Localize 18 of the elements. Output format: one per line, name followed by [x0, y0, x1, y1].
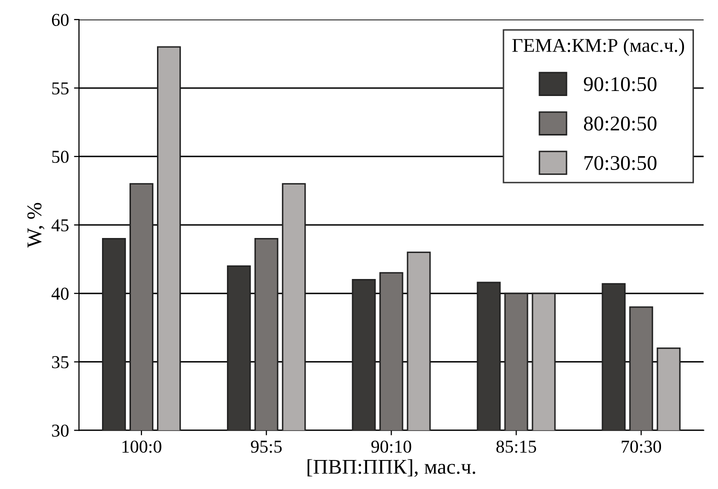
y-tick-label: 60 — [52, 14, 69, 26]
y-axis-title: W, % — [27, 202, 44, 248]
x-tick-label: 100:0 — [122, 440, 162, 453]
x-tick-label: 85:15 — [496, 440, 536, 453]
x-tick-label: 90:10 — [371, 440, 412, 453]
y-tick-label: 35 — [52, 356, 69, 368]
y-tick-label: 30 — [52, 424, 69, 437]
x-tick-label: 95:5 — [250, 440, 282, 453]
legend-title: ГЕМА:КМ:Р (мас.ч.) — [512, 38, 684, 56]
legend-label: 90:10:50 — [584, 77, 656, 92]
y-tick-label: 55 — [52, 82, 69, 94]
legend-label: 80:20:50 — [584, 116, 656, 131]
x-tick-label: 70:30 — [622, 440, 662, 453]
y-tick-label: 45 — [52, 219, 69, 232]
legend-label: 70:30:50 — [584, 156, 656, 170]
y-tick-label: 40 — [52, 288, 69, 300]
y-tick-label: 50 — [52, 150, 69, 163]
x-axis-title: [ПВП:ППК], мас.ч. — [308, 459, 476, 477]
